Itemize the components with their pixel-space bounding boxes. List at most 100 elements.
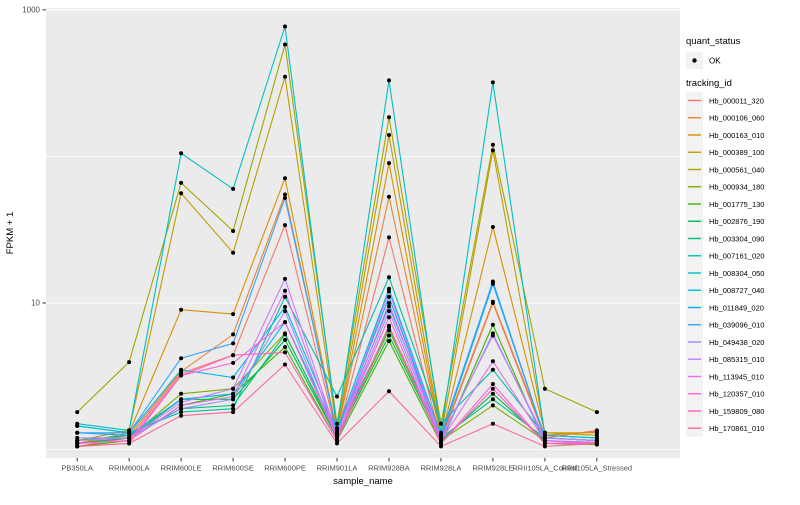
data-point	[439, 438, 443, 443]
legend-label-tracking-id: Hb_000389_100	[709, 148, 764, 157]
data-point	[490, 322, 495, 327]
legend-label-tracking-id: Hb_007161_020	[709, 252, 764, 261]
data-point	[490, 397, 495, 402]
data-point	[490, 80, 495, 85]
data-point	[283, 74, 287, 79]
data-point	[490, 367, 495, 372]
x-tick-label: RRIM600PE	[264, 464, 306, 473]
data-point	[387, 194, 391, 199]
data-point	[490, 225, 495, 229]
data-point	[127, 438, 132, 443]
data-point	[179, 397, 184, 402]
data-point	[387, 78, 391, 83]
legend-label-tracking-id: Hb_120357_010	[709, 390, 764, 399]
data-point	[75, 444, 80, 449]
data-point	[335, 438, 339, 443]
data-point	[490, 142, 495, 147]
data-point	[231, 312, 236, 317]
data-point	[179, 180, 184, 185]
data-point	[542, 441, 547, 446]
data-point	[179, 356, 184, 361]
x-tick-label: RRII105LA_Stressed	[562, 464, 632, 473]
x-tick-label: RRIM600LA	[109, 464, 150, 473]
legend-quant-status-title: quant_status	[686, 36, 741, 47]
legend: quant_status tracking_id OK Hb_000011_320…	[686, 36, 764, 437]
legend-label-tracking-id: Hb_000934_180	[709, 183, 764, 192]
data-point	[387, 315, 391, 320]
data-point	[490, 403, 495, 408]
legend-label-tracking-id: Hb_011849_020	[709, 303, 764, 312]
x-tick-label: RRIM928LE	[472, 464, 513, 473]
data-point	[231, 341, 236, 346]
legend-label-tracking-id: Hb_113945_010	[709, 372, 764, 381]
legend-label-tracking-id: Hb_159809_080	[709, 407, 764, 416]
x-tick-label: RRIM600LE	[161, 464, 202, 473]
legend-label-tracking-id: Hb_039096_010	[709, 321, 764, 330]
legend-label-tracking-id: Hb_000163_010	[709, 131, 764, 140]
data-point	[283, 345, 287, 350]
data-point	[75, 430, 80, 435]
legend-label-tracking-id: Hb_008727_040	[709, 286, 764, 295]
data-point	[231, 410, 236, 415]
data-point	[179, 307, 184, 312]
data-point	[387, 115, 391, 120]
data-point	[75, 441, 80, 446]
data-point	[283, 320, 287, 325]
gridlines	[46, 9, 680, 450]
data-point	[542, 386, 547, 391]
data-point	[75, 423, 80, 428]
data-point	[231, 186, 236, 191]
legend-label-tracking-id: Hb_049438_020	[709, 338, 764, 347]
data-point	[387, 289, 391, 294]
data-point	[231, 332, 236, 337]
data-point	[231, 386, 236, 391]
data-point	[127, 360, 132, 365]
data-point	[283, 294, 287, 299]
data-point	[283, 176, 287, 181]
data-point	[387, 301, 391, 305]
data-point	[179, 400, 184, 405]
x-tick-label: RRIM928BA	[368, 464, 410, 473]
legend-label-tracking-id: Hb_000561_040	[709, 165, 764, 174]
data-point	[231, 250, 236, 255]
data-point	[179, 403, 184, 408]
legend-label-tracking-id: Hb_000106_060	[709, 114, 764, 123]
legend-point-icon	[692, 58, 697, 63]
data-point	[179, 367, 184, 372]
legend-label-tracking-id: Hb_085315_010	[709, 355, 764, 364]
data-point	[283, 196, 287, 200]
data-point	[283, 332, 287, 337]
data-point	[439, 421, 443, 426]
data-point	[231, 229, 236, 233]
data-point	[283, 304, 287, 309]
legend-tracking-id-title: tracking_id	[686, 78, 732, 89]
legend-label-tracking-id: Hb_000011_320	[709, 96, 764, 105]
data-point	[283, 192, 287, 197]
data-point	[335, 421, 339, 426]
data-point	[75, 410, 80, 415]
data-point	[283, 362, 287, 367]
data-point	[179, 410, 184, 415]
data-point	[387, 133, 391, 137]
data-point	[387, 275, 391, 280]
data-point	[387, 294, 391, 299]
data-point	[179, 413, 184, 418]
x-tick-label: RRII105LA_Control	[512, 464, 577, 473]
data-point	[490, 382, 495, 386]
y-axis-title: FPKM + 1	[5, 212, 16, 255]
legend-label-tracking-id: Hb_003304_090	[709, 234, 764, 243]
data-point	[283, 337, 287, 342]
data-point	[283, 276, 287, 281]
series-points	[75, 24, 599, 449]
data-point	[283, 223, 287, 228]
data-point	[231, 360, 236, 365]
data-point	[231, 353, 236, 358]
legend-label-tracking-id: Hb_002876_190	[709, 217, 764, 226]
data-point	[490, 280, 495, 284]
data-point	[283, 24, 287, 29]
data-point	[439, 444, 443, 449]
data-point	[283, 350, 287, 355]
data-point	[231, 406, 236, 411]
data-point	[231, 375, 236, 380]
legend-label-tracking-id: Hb_170861_010	[709, 424, 764, 433]
